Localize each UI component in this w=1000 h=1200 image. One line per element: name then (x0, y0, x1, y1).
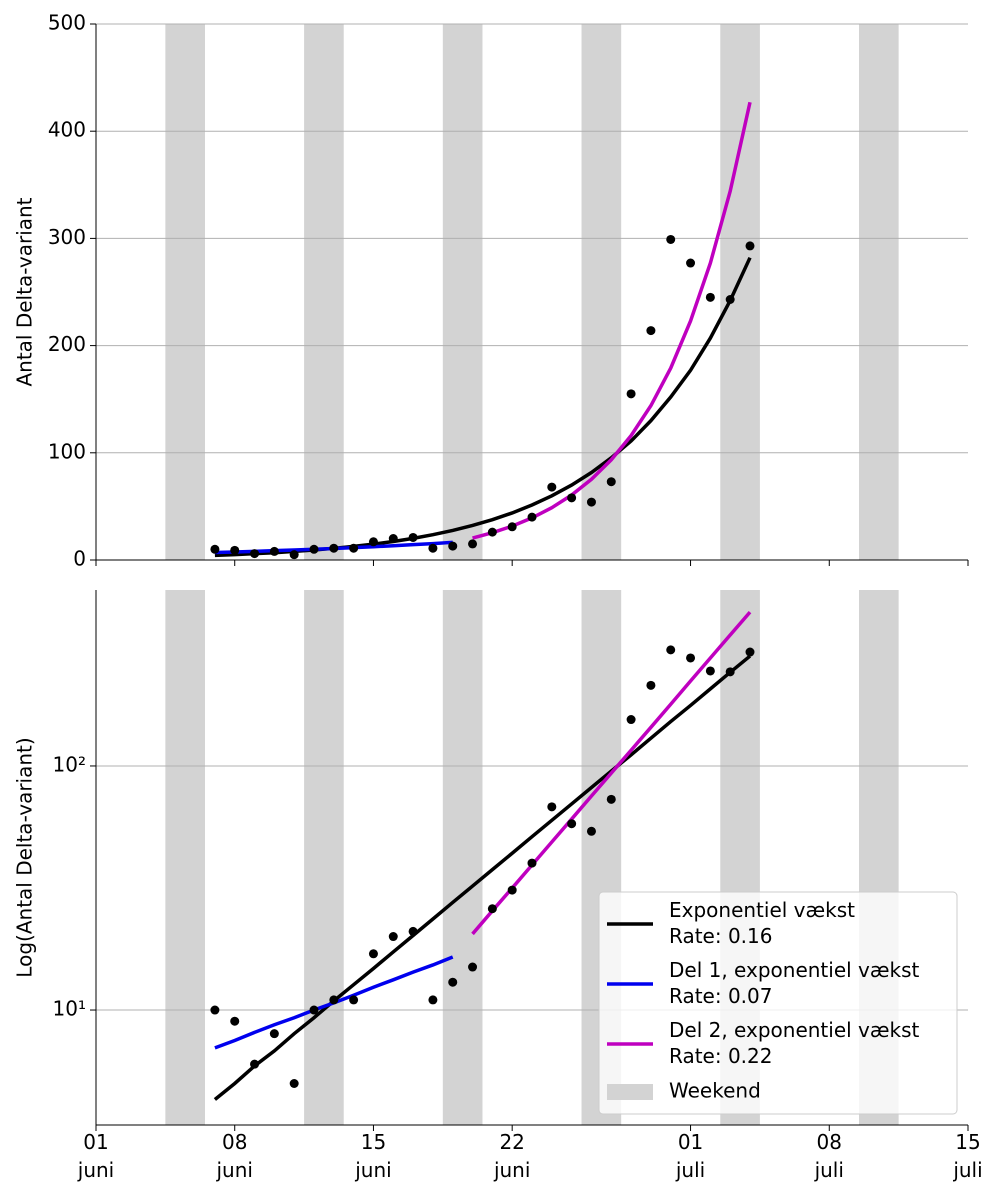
data-point (567, 493, 577, 503)
data-point (507, 885, 517, 895)
data-point (487, 527, 497, 537)
legend-box (598, 891, 958, 1115)
weekend-span (859, 24, 899, 560)
data-point (666, 645, 676, 655)
weekend-span (581, 24, 622, 560)
x-tick-label: 15 juli (952, 1130, 982, 1182)
data-point (388, 932, 398, 942)
data-point (250, 1059, 260, 1069)
y-axis-label: Log(Antal Delta-variant) (13, 737, 37, 977)
data-point (666, 234, 676, 244)
y-tick-label: 10² (53, 752, 86, 776)
data-point (468, 539, 478, 549)
data-point (586, 826, 596, 836)
data-point (567, 819, 577, 829)
data-point (408, 532, 418, 542)
x-tick-label: 08 juni (215, 1130, 252, 1182)
y-axis-label: Antal Delta-variant (13, 197, 37, 386)
weekend-span (442, 590, 483, 1125)
data-point (448, 541, 458, 551)
data-point (646, 326, 656, 336)
data-point (646, 680, 656, 690)
data-point (289, 1078, 299, 1088)
legend-label: Weekend (669, 1079, 761, 1103)
weekend-span (304, 590, 344, 1125)
data-point (686, 653, 696, 663)
data-point (527, 858, 537, 868)
data-point (368, 537, 378, 547)
y-tick-label: 500 (48, 11, 86, 35)
y-tick-label: 400 (48, 118, 86, 142)
weekend-span (304, 24, 344, 560)
data-point (329, 543, 339, 553)
legend: Exponentiel vækst Rate: 0.16 Del 1, expone… (598, 891, 958, 1115)
data-point (606, 477, 616, 487)
data-point (309, 544, 319, 554)
y-tick-label: 200 (48, 332, 86, 356)
data-point (448, 977, 458, 987)
data-point (230, 1016, 240, 1026)
data-point (547, 802, 557, 812)
x-tick-label: 01 juli (675, 1130, 705, 1182)
legend-label: Del 2, exponentiel vækst Rate: 0.22 (669, 1018, 920, 1068)
data-point (309, 1005, 319, 1015)
data-point (606, 794, 616, 804)
x-tick-label: 08 juli (814, 1130, 844, 1182)
data-point (507, 522, 517, 532)
legend-swatch (607, 1084, 653, 1100)
data-point (329, 995, 339, 1005)
y-tick-label: 100 (48, 439, 86, 463)
data-point (289, 550, 299, 560)
data-point (408, 926, 418, 936)
y-tick-label: 0 (73, 547, 86, 571)
weekend-span (442, 24, 483, 560)
data-point (230, 545, 240, 555)
data-point (705, 292, 715, 302)
data-point (269, 1029, 279, 1039)
data-point (725, 295, 735, 305)
y-tick-label: 300 (48, 225, 86, 249)
data-point (388, 534, 398, 544)
data-point (349, 995, 359, 1005)
data-point (428, 995, 438, 1005)
x-tick-label: 15 juni (354, 1130, 391, 1182)
data-point (626, 389, 636, 399)
data-point (527, 512, 537, 522)
data-point (349, 543, 359, 553)
data-point (210, 1005, 220, 1015)
legend-label: Exponentiel vækst Rate: 0.16 (669, 898, 855, 948)
data-point (468, 962, 478, 972)
weekend-span (165, 24, 205, 560)
weekend-span (720, 24, 760, 560)
fit-line (471, 610, 752, 936)
data-point (269, 546, 279, 556)
data-point (428, 543, 438, 553)
data-point (547, 482, 557, 492)
legend-label: Del 1, exponentiel vækst Rate: 0.07 (669, 958, 920, 1008)
data-point (487, 904, 497, 914)
data-point (725, 667, 735, 677)
data-point (745, 241, 755, 251)
fit-line (472, 101, 752, 540)
x-tick-label: 22 juni (493, 1130, 530, 1182)
data-point (745, 647, 755, 657)
data-point (368, 949, 378, 959)
data-point (250, 549, 260, 559)
data-point (626, 715, 636, 725)
weekend-span (165, 590, 205, 1125)
data-point (586, 497, 596, 507)
fit-line (214, 256, 752, 558)
x-tick-label: 01 juni (77, 1130, 114, 1182)
y-tick-label: 10¹ (53, 997, 86, 1021)
fit-line (213, 654, 752, 1101)
data-point (210, 544, 220, 554)
data-point (686, 258, 696, 268)
data-point (705, 666, 715, 676)
